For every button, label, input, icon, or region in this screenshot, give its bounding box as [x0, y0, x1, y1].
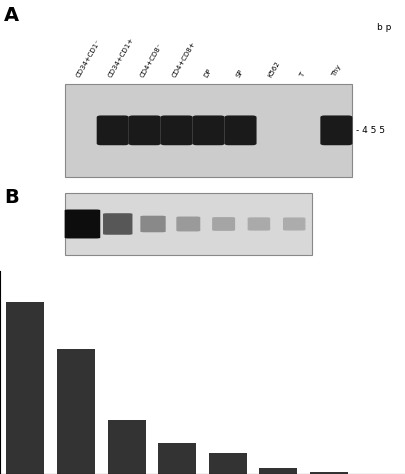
Bar: [6, 302, 44, 474]
Text: CD34+CD1⁻: CD34+CD1⁻: [76, 38, 102, 78]
FancyBboxPatch shape: [224, 116, 256, 145]
Bar: [260, 468, 297, 474]
Text: A: A: [4, 6, 19, 25]
Text: CD4+CD8+: CD4+CD8+: [171, 40, 197, 78]
FancyBboxPatch shape: [283, 218, 305, 230]
FancyBboxPatch shape: [141, 216, 166, 232]
FancyBboxPatch shape: [192, 116, 225, 145]
FancyBboxPatch shape: [161, 116, 193, 145]
FancyBboxPatch shape: [247, 218, 270, 231]
FancyBboxPatch shape: [65, 193, 312, 255]
FancyBboxPatch shape: [320, 116, 352, 145]
Text: K562: K562: [267, 60, 281, 78]
FancyBboxPatch shape: [176, 217, 200, 231]
Bar: [57, 349, 95, 474]
FancyBboxPatch shape: [65, 210, 100, 238]
Bar: [108, 419, 145, 474]
FancyBboxPatch shape: [129, 116, 161, 145]
Text: b p: b p: [377, 23, 391, 32]
Text: B: B: [4, 188, 19, 207]
FancyBboxPatch shape: [212, 217, 235, 231]
Text: T: T: [299, 72, 307, 78]
Text: CD4+CD8⁻: CD4+CD8⁻: [139, 42, 164, 78]
Bar: [209, 454, 247, 474]
FancyBboxPatch shape: [97, 116, 129, 145]
Bar: [158, 443, 196, 474]
Text: DP: DP: [203, 67, 213, 78]
Text: SP: SP: [235, 68, 245, 78]
FancyBboxPatch shape: [65, 84, 352, 177]
FancyBboxPatch shape: [103, 213, 132, 235]
Text: - 4 5 5: - 4 5 5: [356, 126, 386, 135]
Bar: [310, 472, 348, 474]
Text: CD34+CD1+: CD34+CD1+: [108, 36, 135, 78]
Text: Thy: Thy: [331, 64, 343, 78]
